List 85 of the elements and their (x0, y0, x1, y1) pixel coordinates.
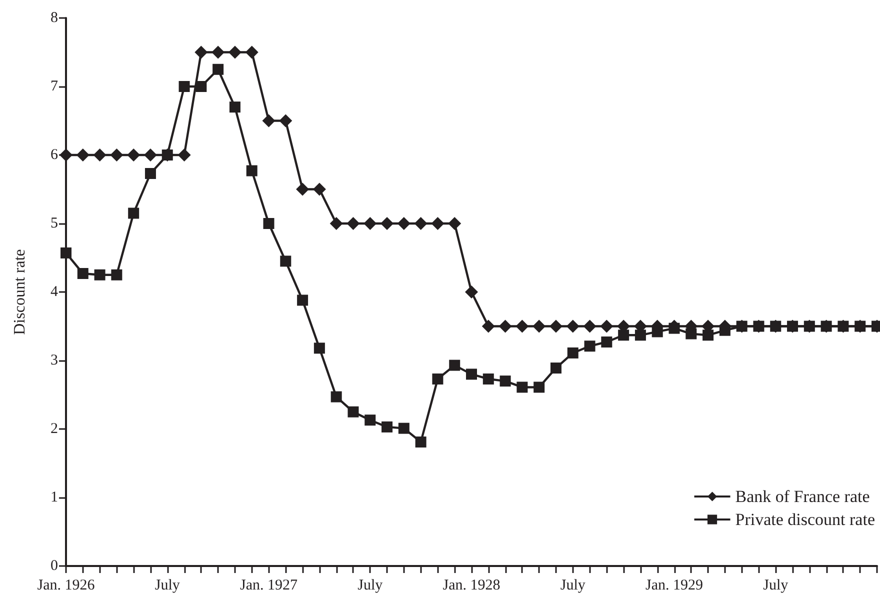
point (382, 421, 393, 432)
y-tick-label: 4 (50, 284, 58, 300)
point (144, 148, 157, 162)
x-tick-label: July (358, 578, 384, 594)
point (245, 46, 258, 59)
point (178, 148, 191, 162)
point (550, 362, 562, 374)
point (280, 256, 292, 267)
point (634, 330, 646, 341)
point (296, 182, 310, 196)
point (144, 168, 156, 179)
point (297, 294, 308, 306)
legend-label: Bank of France rate (735, 487, 870, 506)
point (212, 46, 225, 59)
y-tick-label: 6 (50, 147, 58, 163)
point (567, 347, 578, 358)
point (263, 218, 274, 229)
point (60, 247, 72, 258)
point (397, 217, 410, 230)
y-tick-label: 7 (50, 78, 58, 94)
point (415, 436, 426, 448)
point (500, 376, 511, 387)
point (549, 320, 562, 333)
y-tick-label: 5 (50, 216, 58, 232)
point (346, 217, 360, 230)
point (111, 269, 122, 280)
point (414, 217, 428, 230)
point (110, 148, 124, 162)
point (380, 217, 394, 230)
point (246, 165, 258, 176)
point (448, 217, 462, 230)
x-tick-label: Jan. 1929 (646, 578, 703, 594)
point (94, 269, 106, 280)
point (498, 320, 512, 333)
y-tick-label: 3 (50, 352, 58, 368)
x-tick-label: July (763, 578, 789, 594)
point (534, 382, 545, 393)
point (330, 217, 343, 230)
point (431, 217, 444, 230)
point (432, 373, 444, 384)
point (516, 382, 528, 393)
point (128, 208, 140, 219)
y-tick-label: 2 (50, 421, 58, 437)
point (212, 64, 224, 75)
x-tick-label: Jan. 1927 (240, 578, 298, 594)
point (601, 336, 612, 348)
point (314, 342, 325, 354)
point (466, 368, 477, 380)
point (618, 330, 630, 341)
point (77, 268, 88, 280)
point (566, 320, 580, 333)
point (364, 414, 376, 426)
point (482, 373, 494, 384)
legend-label: Private discount rate (735, 510, 876, 529)
point (262, 114, 276, 128)
y-tick-label: 0 (50, 558, 58, 574)
x-tick-label: Jan. 1926 (37, 578, 96, 594)
point (516, 320, 529, 333)
point (702, 330, 714, 341)
point (584, 340, 596, 352)
x-tick-label: July (560, 578, 586, 594)
point (279, 114, 292, 128)
y-tick-label: 8 (50, 10, 58, 26)
point (398, 422, 410, 434)
point (348, 406, 359, 418)
point (449, 360, 460, 371)
y-tick-label: 1 (50, 490, 58, 506)
point (312, 182, 326, 196)
point (93, 148, 106, 162)
point (482, 320, 495, 333)
point (583, 320, 596, 333)
point (228, 46, 242, 59)
point (330, 391, 342, 402)
point (178, 81, 190, 92)
point (465, 286, 478, 298)
point (364, 217, 377, 230)
point (532, 320, 546, 333)
point (76, 148, 90, 162)
point (194, 46, 208, 59)
point (600, 320, 614, 333)
x-tick-label: July (154, 578, 180, 594)
point (229, 102, 240, 113)
point (127, 148, 140, 162)
x-tick-label: Jan. 1928 (442, 578, 500, 594)
y-axis-title: Discount rate (12, 249, 28, 335)
